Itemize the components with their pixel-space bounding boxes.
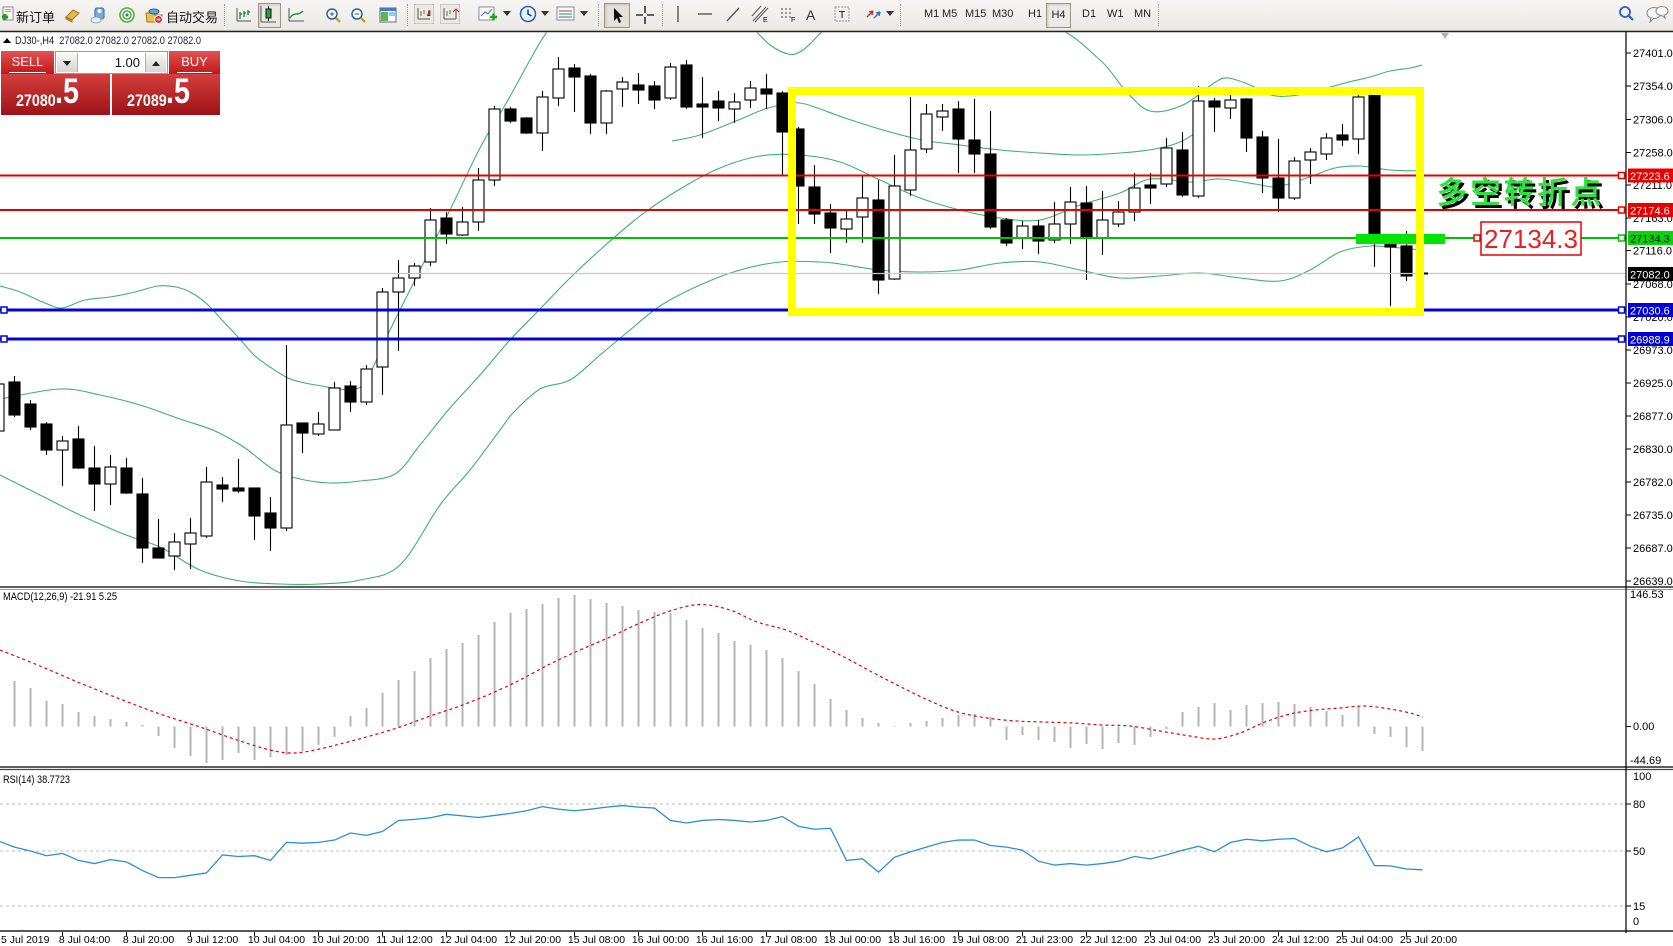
svg-text:25 Jul 20:00: 25 Jul 20:00 (1400, 934, 1457, 946)
svg-text:27174.6: 27174.6 (1630, 206, 1670, 218)
svg-text:MACD(12,26,9) -21.91 5.25: MACD(12,26,9) -21.91 5.25 (3, 591, 117, 603)
svg-text:T: T (839, 10, 845, 21)
svg-text:-44.69: -44.69 (1630, 755, 1661, 767)
svg-text:16 Jul 00:00: 16 Jul 00:00 (632, 934, 689, 946)
svg-text:50: 50 (1633, 846, 1645, 858)
svg-text:11 Jul 12:00: 11 Jul 12:00 (376, 934, 433, 946)
svg-text:0.00: 0.00 (1633, 721, 1654, 733)
svg-text:146.53: 146.53 (1630, 589, 1664, 601)
svg-text:多空转折点: 多空转折点 (1437, 177, 1601, 210)
svg-text:27211.0: 27211.0 (1633, 180, 1672, 192)
svg-text:80: 80 (1633, 799, 1645, 811)
svg-text:21 Jul 23:00: 21 Jul 23:00 (1016, 934, 1073, 946)
svg-text:26830.0: 26830.0 (1633, 444, 1673, 456)
svg-text:DJ30-,H4 27082.0 27082.0 2708: DJ30-,H4 27082.0 27082.0 27082.0 27082.0 (15, 35, 201, 47)
svg-text:12 Jul 04:00: 12 Jul 04:00 (440, 934, 497, 946)
svg-text:F: F (791, 17, 795, 24)
svg-text:27116.0: 27116.0 (1633, 246, 1672, 258)
svg-text:100: 100 (1633, 771, 1651, 783)
svg-text:8 Jul 20:00: 8 Jul 20:00 (123, 934, 175, 946)
svg-text:25 Jul 04:00: 25 Jul 04:00 (1336, 934, 1393, 946)
svg-text:26782.0: 26782.0 (1633, 477, 1673, 489)
svg-text:RSI(14) 38.7723: RSI(14) 38.7723 (3, 774, 70, 786)
svg-text:27068.0: 27068.0 (1633, 279, 1673, 291)
svg-text:E: E (763, 17, 768, 24)
svg-text:27134.3: 27134.3 (1484, 224, 1578, 254)
svg-text:26988.9: 26988.9 (1630, 335, 1670, 347)
svg-text:5 Jul 2019: 5 Jul 2019 (1, 934, 50, 946)
svg-text:18 Jul 00:00: 18 Jul 00:00 (824, 934, 881, 946)
svg-text:0: 0 (1633, 916, 1639, 928)
svg-text:27401.0: 27401.0 (1633, 48, 1673, 60)
svg-text:27223.6: 27223.6 (1630, 171, 1670, 183)
svg-text:22 Jul 12:00: 22 Jul 12:00 (1080, 934, 1137, 946)
svg-text:26973.0: 26973.0 (1633, 345, 1673, 357)
svg-text:23 Jul 20:00: 23 Jul 20:00 (1208, 934, 1265, 946)
svg-text:26735.0: 26735.0 (1633, 510, 1673, 522)
svg-text:27258.0: 27258.0 (1633, 148, 1673, 160)
svg-text:18 Jul 16:00: 18 Jul 16:00 (888, 934, 945, 946)
svg-text:26925.0: 26925.0 (1633, 378, 1673, 390)
svg-text:10 Jul 04:00: 10 Jul 04:00 (248, 934, 305, 946)
svg-text:15 Jul 08:00: 15 Jul 08:00 (568, 934, 625, 946)
svg-text:27354.0: 27354.0 (1633, 81, 1673, 93)
svg-text:26877.0: 26877.0 (1633, 411, 1673, 423)
svg-text:15: 15 (1633, 901, 1645, 913)
svg-text:27030.6: 27030.6 (1630, 306, 1670, 318)
svg-text:多空转折点: 多空转折点 (1440, 180, 1604, 213)
svg-text:26639.0: 26639.0 (1633, 576, 1673, 588)
svg-text:17 Jul 08:00: 17 Jul 08:00 (760, 934, 817, 946)
svg-text:19 Jul 08:00: 19 Jul 08:00 (952, 934, 1009, 946)
svg-text:27082.0: 27082.0 (1630, 270, 1670, 282)
svg-text:24 Jul 12:00: 24 Jul 12:00 (1272, 934, 1329, 946)
svg-text:27306.0: 27306.0 (1633, 115, 1673, 127)
svg-text:16 Jul 16:00: 16 Jul 16:00 (696, 934, 753, 946)
svg-text:12 Jul 20:00: 12 Jul 20:00 (504, 934, 561, 946)
svg-text:26687.0: 26687.0 (1633, 543, 1673, 555)
svg-text:23 Jul 04:00: 23 Jul 04:00 (1144, 934, 1201, 946)
svg-text:8 Jul 04:00: 8 Jul 04:00 (59, 934, 111, 946)
svg-text:10 Jul 20:00: 10 Jul 20:00 (312, 934, 369, 946)
svg-text:27134.3: 27134.3 (1630, 234, 1670, 246)
svg-text:9 Jul 12:00: 9 Jul 12:00 (187, 934, 239, 946)
